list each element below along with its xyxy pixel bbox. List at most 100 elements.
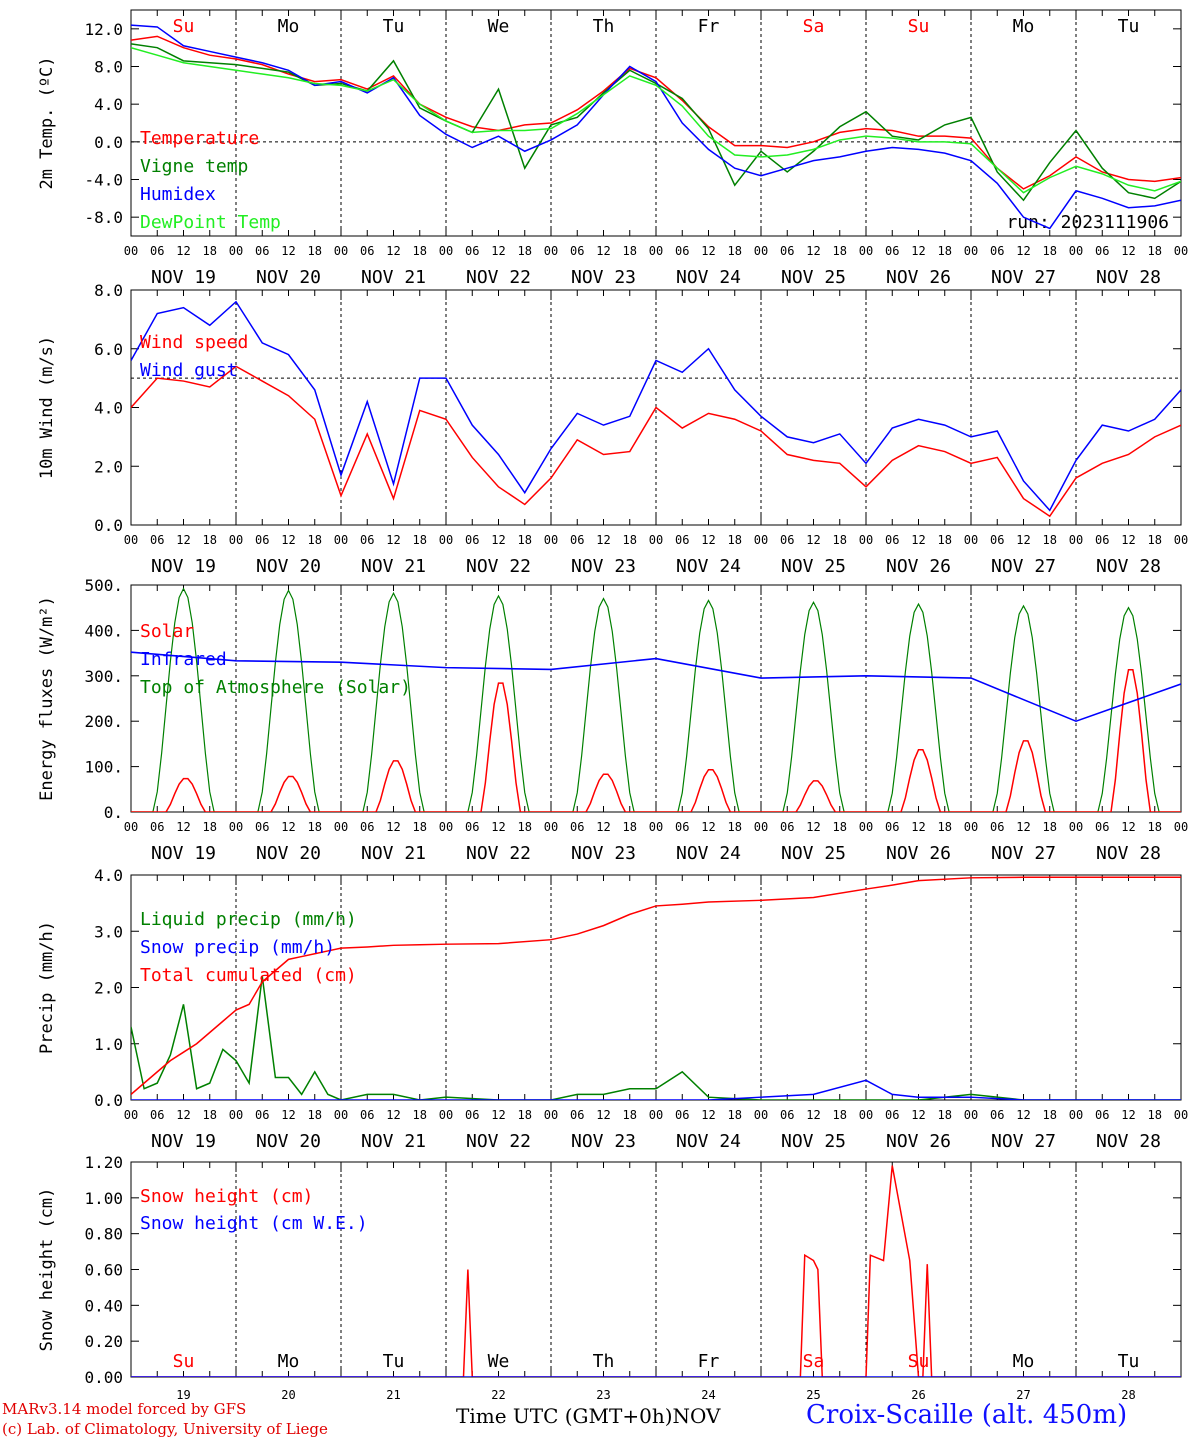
date-label: NOV 22 bbox=[466, 843, 531, 864]
hour-tick-label: 00 bbox=[859, 533, 873, 547]
series-line-4 bbox=[131, 46, 1181, 194]
hour-tick-label: 18 bbox=[623, 244, 637, 258]
y-tick-label: 300. bbox=[84, 667, 123, 686]
hour-tick-label: 00 bbox=[964, 1108, 978, 1122]
weekday-label: Su bbox=[908, 16, 930, 37]
hour-tick-label: 12 bbox=[701, 533, 715, 547]
hour-tick-label: 12 bbox=[386, 244, 400, 258]
date-label: NOV 22 bbox=[466, 1131, 531, 1152]
hour-tick-label: 18 bbox=[308, 244, 322, 258]
hour-tick-label: 00 bbox=[544, 244, 558, 258]
hour-tick-label: 06 bbox=[465, 533, 479, 547]
date-label: NOV 28 bbox=[1096, 843, 1161, 864]
date-label: NOV 22 bbox=[466, 556, 531, 577]
hour-tick-label: 12 bbox=[911, 533, 925, 547]
hour-tick-label: 00 bbox=[544, 820, 558, 834]
date-label: NOV 28 bbox=[1096, 1131, 1161, 1152]
hour-tick-label: 00 bbox=[334, 820, 348, 834]
hour-tick-label: 06 bbox=[780, 244, 794, 258]
weekday-label: Fr bbox=[698, 16, 720, 37]
weekday-label: Su bbox=[173, 1351, 195, 1372]
date-label: NOV 27 bbox=[991, 556, 1056, 577]
hour-tick-label: 06 bbox=[150, 533, 164, 547]
legend-entry: Snow height (cm) bbox=[140, 1186, 313, 1207]
run-annotation: run: 2023111906 bbox=[1006, 212, 1169, 233]
hour-tick-label: 18 bbox=[518, 244, 532, 258]
hour-tick-label: 18 bbox=[518, 820, 532, 834]
series-line-3 bbox=[131, 24, 1181, 230]
hour-tick-label: 00 bbox=[649, 820, 663, 834]
date-label: NOV 27 bbox=[991, 267, 1056, 288]
weekday-label: Su bbox=[173, 16, 195, 37]
hour-tick-label: 00 bbox=[439, 1108, 453, 1122]
date-label: NOV 21 bbox=[361, 267, 426, 288]
hour-tick-label: 06 bbox=[990, 244, 1004, 258]
hour-tick-label: 06 bbox=[780, 820, 794, 834]
panel-1: 12.0 8.0 4.0 0.0 -4.0 -8.0 2m Temp. (ºC) 00 06 12… bbox=[37, 9, 1188, 288]
hour-tick-label: 18 bbox=[833, 820, 847, 834]
hour-tick-label: 06 bbox=[1095, 244, 1109, 258]
hour-tick-label: 12 bbox=[176, 533, 190, 547]
weekday-label: Sa bbox=[803, 16, 825, 37]
hour-tick-label: 12 bbox=[491, 1108, 505, 1122]
date-label: NOV 23 bbox=[571, 843, 636, 864]
hour-tick-label: 00 bbox=[754, 1108, 768, 1122]
hour-tick-label: 12 bbox=[386, 1108, 400, 1122]
hour-tick-label: 18 bbox=[1043, 244, 1057, 258]
hour-tick-label: 00 bbox=[334, 244, 348, 258]
hour-tick-label: 06 bbox=[1095, 1108, 1109, 1122]
y-tick-label: 6.0 bbox=[94, 340, 123, 359]
date-label: NOV 20 bbox=[256, 1131, 321, 1152]
series-line-2 bbox=[131, 300, 1181, 512]
hour-tick-label: 12 bbox=[1016, 1108, 1030, 1122]
date-label: NOV 26 bbox=[886, 267, 951, 288]
weekday-label: Tu bbox=[383, 1351, 405, 1372]
hour-tick-label: 18 bbox=[413, 820, 427, 834]
date-number: 21 bbox=[386, 1388, 400, 1402]
hour-tick-label: 18 bbox=[623, 820, 637, 834]
hour-tick-label: 00 bbox=[859, 244, 873, 258]
y-tick-label: 0.80 bbox=[84, 1225, 123, 1244]
date-label: NOV 25 bbox=[781, 267, 846, 288]
date-label: NOV 19 bbox=[151, 843, 216, 864]
date-number: 23 bbox=[596, 1388, 610, 1402]
hour-tick-label: 06 bbox=[150, 1108, 164, 1122]
weekday-label: Th bbox=[593, 16, 615, 37]
hour-tick-label: 18 bbox=[308, 533, 322, 547]
date-label: NOV 25 bbox=[781, 556, 846, 577]
y-tick-label: 0.40 bbox=[84, 1296, 123, 1315]
date-label: NOV 23 bbox=[571, 556, 636, 577]
y-tick-label: 8.0 bbox=[94, 58, 123, 77]
weekday-label: Sa bbox=[803, 1351, 825, 1372]
hour-tick-label: 06 bbox=[675, 820, 689, 834]
hour-tick-label: 06 bbox=[570, 1108, 584, 1122]
series-line-infrared bbox=[131, 651, 1181, 723]
date-label: NOV 19 bbox=[151, 267, 216, 288]
hour-tick-label: 00 bbox=[964, 820, 978, 834]
date-label: NOV 21 bbox=[361, 556, 426, 577]
hour-tick-label: 06 bbox=[360, 244, 374, 258]
y-tick-label: 0.0 bbox=[94, 1091, 123, 1110]
hour-tick-label: 18 bbox=[728, 533, 742, 547]
y-tick-label: 4.0 bbox=[94, 95, 123, 114]
hour-tick-label: 00 bbox=[649, 533, 663, 547]
hour-tick-label: 00 bbox=[124, 1108, 138, 1122]
hour-tick-label: 12 bbox=[281, 533, 295, 547]
legend-entry: Humidex bbox=[140, 184, 216, 205]
hour-tick-label: 12 bbox=[1121, 244, 1135, 258]
hour-tick-label: 18 bbox=[938, 533, 952, 547]
y-tick-label: 2.0 bbox=[94, 979, 123, 998]
hour-tick-label: 12 bbox=[1016, 820, 1030, 834]
weekday-label: Th bbox=[593, 1351, 615, 1372]
hour-tick-label: 12 bbox=[1016, 244, 1030, 258]
series-line-solar bbox=[131, 669, 1181, 812]
model-credit: MARv3.14 model forced by GFS bbox=[2, 1400, 247, 1418]
hour-tick-label: 06 bbox=[780, 533, 794, 547]
hour-tick-label: 18 bbox=[1148, 1108, 1162, 1122]
hour-tick-label: 18 bbox=[1043, 533, 1057, 547]
date-number: 24 bbox=[701, 1388, 715, 1402]
date-label: NOV 23 bbox=[571, 1131, 636, 1152]
y-tick-label: 1.00 bbox=[84, 1189, 123, 1208]
y-tick-label: 500. bbox=[84, 576, 123, 595]
hour-tick-label: 00 bbox=[334, 533, 348, 547]
